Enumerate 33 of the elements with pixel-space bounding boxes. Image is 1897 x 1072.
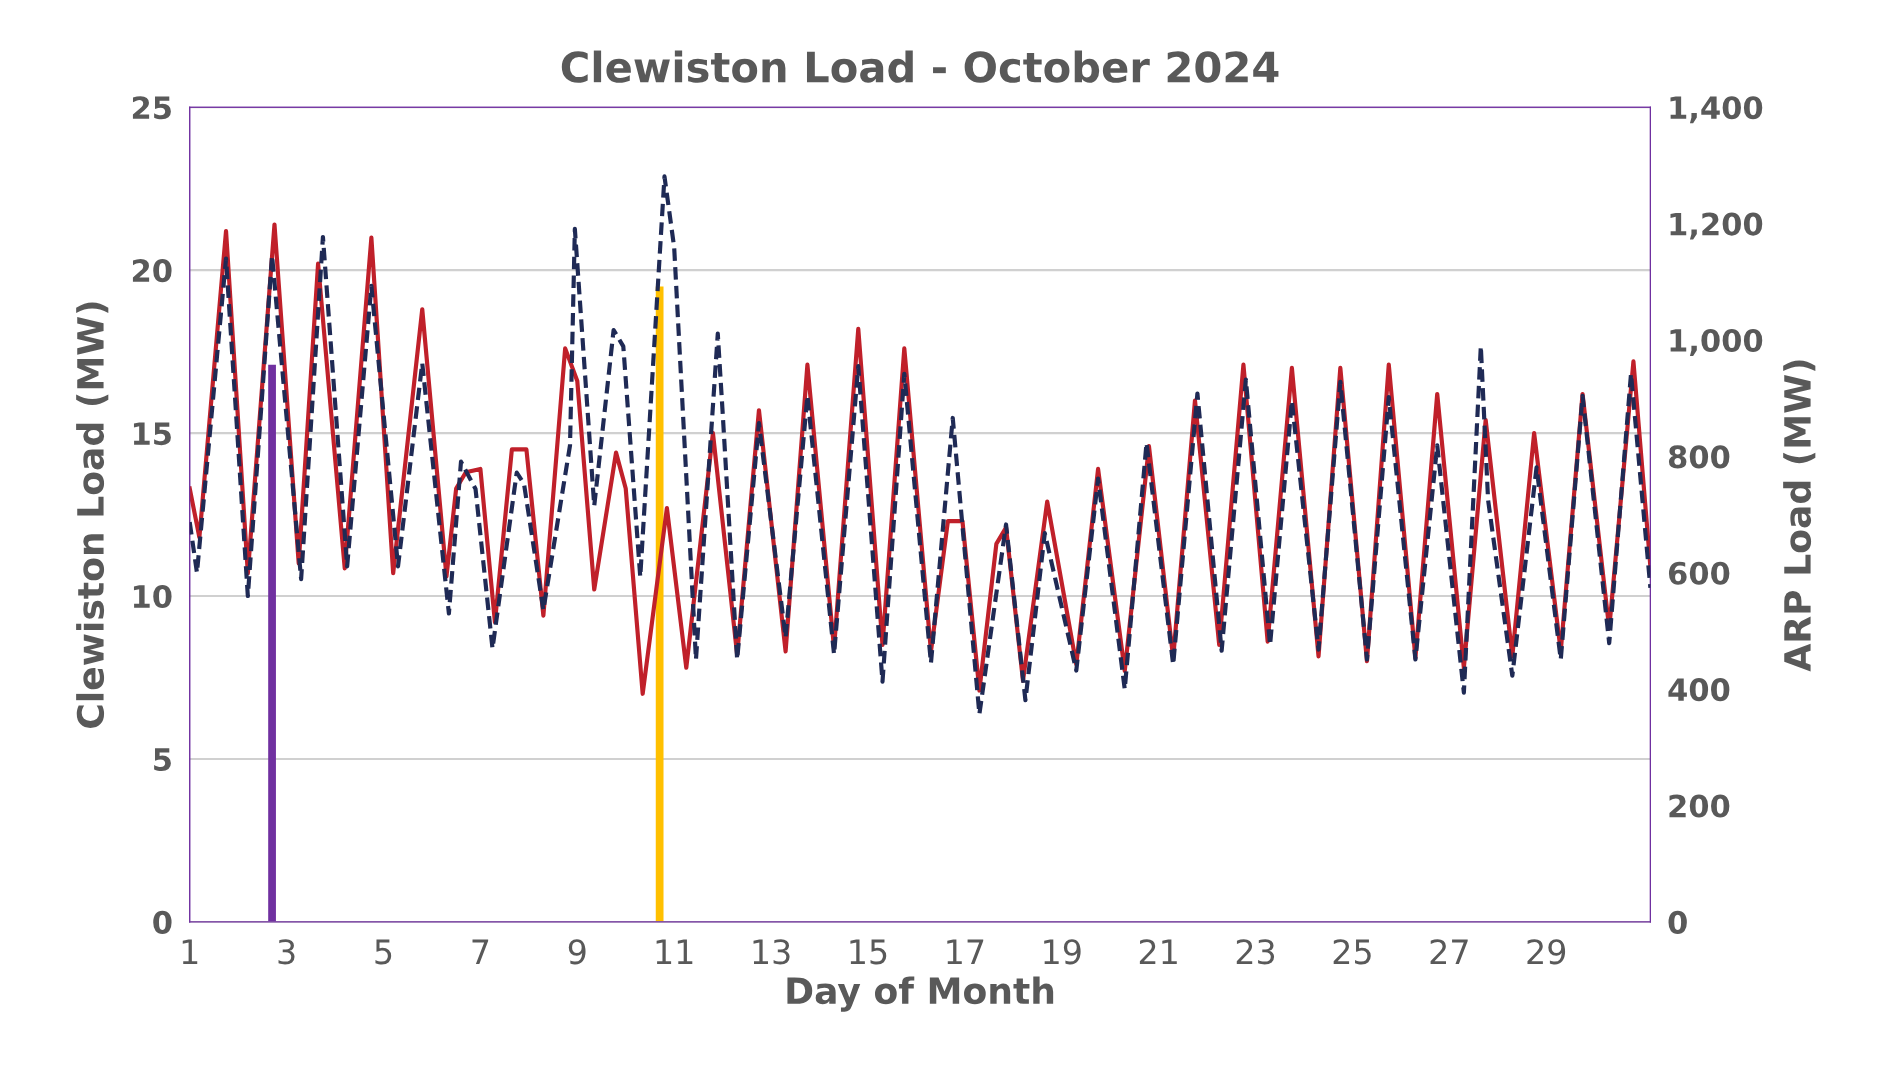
y2-tick-label: 200 bbox=[1669, 794, 1730, 818]
x-tick-label: 25 bbox=[1333, 939, 1371, 965]
y-axis-title: Clewiston Load (MW) bbox=[76, 302, 109, 728]
y-tick-label: 15 bbox=[133, 422, 171, 446]
y2-tick-label: 600 bbox=[1668, 561, 1730, 585]
y2-tick-label: 1,000 bbox=[1670, 328, 1763, 356]
y-tick-label: 20 bbox=[132, 259, 172, 283]
y-tick-label: 0 bbox=[153, 910, 172, 934]
y2-tick-label: 0 bbox=[1668, 910, 1687, 934]
x-tick-label: 17 bbox=[947, 939, 984, 964]
y-tick-label: 25 bbox=[132, 96, 171, 120]
y-tick-label: 10 bbox=[133, 584, 172, 609]
y2-axis-title: ARP Load (MW) bbox=[1783, 360, 1816, 672]
x-tick-label: 21 bbox=[1139, 939, 1177, 964]
x-tick-label: 19 bbox=[1044, 939, 1081, 965]
x-axis-title: Day of Month bbox=[787, 976, 1054, 1012]
x-tick-label: 11 bbox=[656, 939, 693, 964]
x-tick-label: 1 bbox=[182, 939, 198, 964]
y-tick-label: 5 bbox=[154, 748, 171, 772]
x-tick-label: 13 bbox=[753, 939, 790, 965]
y2-tick-label: 800 bbox=[1668, 445, 1730, 469]
y2-tick-label: 400 bbox=[1668, 678, 1730, 702]
x-tick-label: 27 bbox=[1430, 939, 1468, 964]
y2-tick-label: 1,400 bbox=[1670, 96, 1763, 124]
x-tick-label: 7 bbox=[472, 939, 489, 964]
x-tick-label: 29 bbox=[1527, 939, 1566, 965]
x-tick-label: 5 bbox=[375, 939, 392, 965]
y2-tick-label: 1,200 bbox=[1670, 212, 1763, 240]
x-tick-label: 23 bbox=[1236, 939, 1275, 965]
x-tick-label: 15 bbox=[850, 939, 887, 965]
x-tick-label: 3 bbox=[278, 939, 295, 965]
x-tick-label: 9 bbox=[568, 939, 586, 965]
chart-title: Clewiston Load - October 2024 bbox=[561, 50, 1279, 83]
